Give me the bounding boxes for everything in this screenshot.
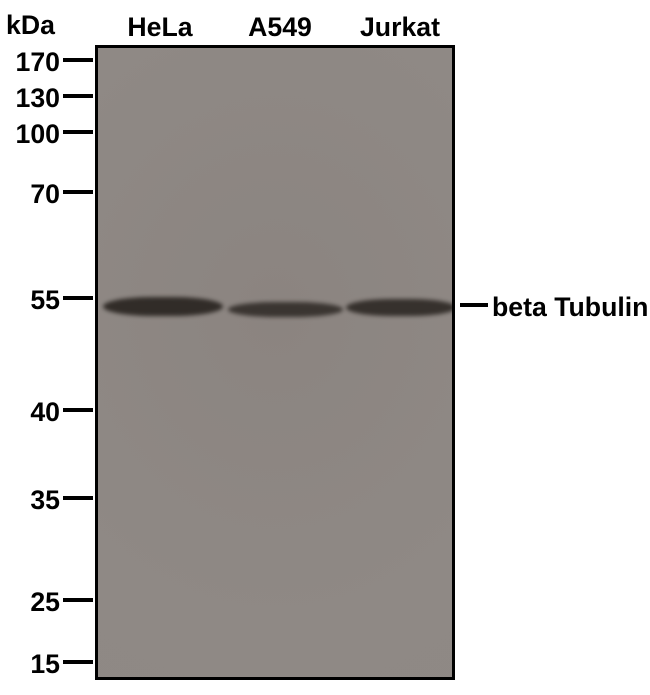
mw-label: 35 (0, 485, 60, 516)
target-label: beta Tubulin (492, 292, 648, 323)
units-label: kDa (6, 10, 55, 41)
mw-tick (63, 660, 93, 664)
lane-label: A549 (220, 12, 340, 43)
mw-label: 15 (0, 649, 60, 680)
mw-label: 130 (0, 83, 60, 114)
mw-tick (63, 408, 93, 412)
mw-tick (63, 190, 93, 194)
mw-tick (63, 94, 93, 98)
western-blot-figure: kDa 170 130 100 70 55 40 35 25 15 HeLaA549Jurkat b… (0, 0, 650, 695)
mw-tick (63, 296, 93, 300)
protein-band (346, 299, 455, 316)
blot-membrane (95, 45, 455, 680)
mw-tick (63, 58, 93, 62)
mw-label: 100 (0, 119, 60, 150)
mw-tick (63, 130, 93, 134)
mw-label: 170 (0, 47, 60, 78)
mw-label: 40 (0, 397, 60, 428)
lane-label: Jurkat (340, 12, 460, 43)
target-tick (460, 303, 488, 307)
mw-label: 70 (0, 179, 60, 210)
mw-tick (63, 598, 93, 602)
lane-label: HeLa (100, 12, 220, 43)
protein-band (103, 297, 223, 316)
mw-label: 25 (0, 587, 60, 618)
protein-band (228, 302, 343, 317)
blot-background (98, 48, 452, 677)
mw-label: 55 (0, 285, 60, 316)
mw-tick (63, 496, 93, 500)
